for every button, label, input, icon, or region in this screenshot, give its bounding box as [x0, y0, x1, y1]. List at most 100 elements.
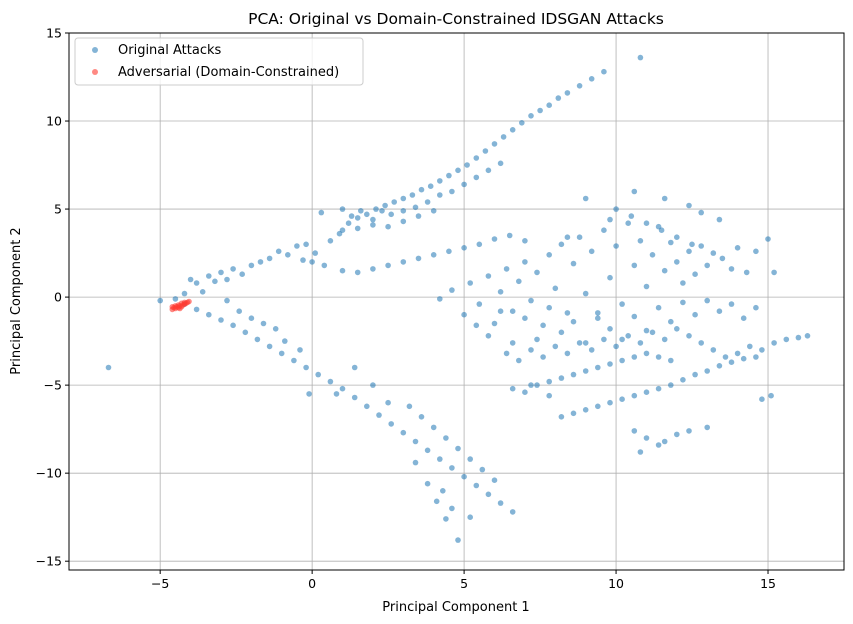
original-attack-point [370, 216, 376, 223]
original-attack-point [485, 491, 492, 498]
original-attack-point [391, 199, 398, 205]
y-tick-label: −15 [36, 554, 62, 569]
original-attack-point [619, 357, 625, 364]
original-attack-point [464, 162, 470, 168]
original-attack-point [698, 340, 704, 346]
original-attack-point [607, 216, 613, 223]
legend-box [74, 37, 364, 86]
original-attack-point [704, 297, 710, 304]
original-attack-point [181, 290, 188, 297]
original-attack-point [686, 202, 692, 209]
original-attack-point [710, 347, 717, 353]
original-attack-point [658, 227, 665, 233]
original-attack-point [354, 269, 361, 276]
original-attack-point [795, 334, 802, 341]
original-attack-point [619, 301, 625, 307]
original-attack-point [528, 382, 534, 388]
original-attack-point [686, 333, 692, 339]
original-attack-point [692, 371, 698, 378]
original-attack-point [455, 445, 461, 452]
original-attack-point [199, 289, 206, 295]
original-attack-point [540, 322, 546, 329]
original-attack-point [631, 188, 638, 195]
original-attack-point [473, 482, 480, 489]
original-attack-point [476, 301, 483, 307]
original-attack-point [759, 396, 765, 403]
original-attack-point [753, 304, 759, 311]
original-attack-point [351, 364, 358, 371]
original-attack-point [692, 311, 698, 318]
original-attack-point [385, 223, 391, 230]
original-attack-point [315, 371, 322, 378]
original-attack-point [373, 206, 379, 212]
original-attack-point [509, 385, 516, 392]
original-attack-point [449, 287, 455, 293]
original-attack-point [400, 195, 407, 202]
original-attack-point [576, 83, 583, 89]
original-attack-point [339, 267, 346, 274]
original-attack-point [354, 215, 361, 221]
original-attack-point [461, 473, 467, 480]
original-attack-point [443, 516, 449, 522]
original-attack-point [285, 252, 291, 258]
original-attack-point [655, 354, 662, 360]
original-attack-point [345, 220, 352, 226]
original-attack-point [406, 403, 413, 410]
original-attack-point [564, 350, 571, 357]
original-attack-point [206, 311, 212, 318]
original-attack-point [613, 343, 619, 350]
original-attack-point [704, 424, 710, 431]
original-attack-point [716, 216, 723, 223]
original-attack-point [558, 414, 565, 420]
original-attack-point [351, 394, 358, 401]
original-attack-point [312, 250, 319, 256]
original-attack-point [564, 310, 571, 316]
original-attack-point [582, 340, 589, 346]
original-attack-point [437, 296, 443, 302]
original-attack-point [254, 336, 261, 343]
original-attack-point [668, 239, 674, 246]
original-attack-point [655, 385, 662, 392]
original-attack-point [528, 297, 534, 304]
original-attack-point [588, 248, 595, 255]
original-attack-point [516, 357, 522, 364]
x-tick-label: 10 [608, 576, 624, 591]
original-attack-point [743, 269, 750, 276]
original-attack-point [643, 220, 650, 226]
original-attack-point [427, 183, 434, 189]
original-attack-point [595, 364, 601, 371]
original-attack-point [522, 259, 528, 265]
original-attack-point [519, 120, 525, 126]
original-attack-point [689, 241, 695, 248]
original-attack-point [218, 269, 224, 276]
plot-area [69, 33, 844, 570]
original-attack-point [552, 343, 559, 350]
original-attack-point [485, 333, 492, 339]
original-attack-point [631, 262, 638, 269]
original-attack-point [461, 245, 467, 251]
original-attack-point [668, 357, 674, 364]
original-attack-point [576, 234, 583, 240]
original-attack-point [631, 392, 638, 399]
original-attack-point [230, 322, 236, 329]
original-attack-point [698, 243, 704, 249]
original-attack-point [509, 509, 516, 515]
original-attack-point [661, 438, 668, 445]
original-attack-point [424, 199, 431, 205]
original-attack-point [485, 273, 492, 279]
original-attack-point [479, 466, 486, 473]
original-attack-point [546, 378, 552, 385]
original-attack-point [443, 435, 449, 441]
original-attack-point [643, 327, 650, 334]
original-attack-point [437, 192, 443, 198]
original-attack-point [193, 306, 200, 313]
original-attack-point [582, 290, 589, 297]
original-attack-point [385, 399, 391, 406]
original-attack-point [558, 241, 565, 248]
original-attack-point [309, 259, 315, 265]
original-attack-point [473, 174, 480, 181]
legend-label-original: Original Attacks [118, 43, 222, 58]
original-attack-point [528, 347, 534, 353]
adversarial-point [186, 298, 192, 305]
x-tick-label: 0 [308, 576, 316, 591]
